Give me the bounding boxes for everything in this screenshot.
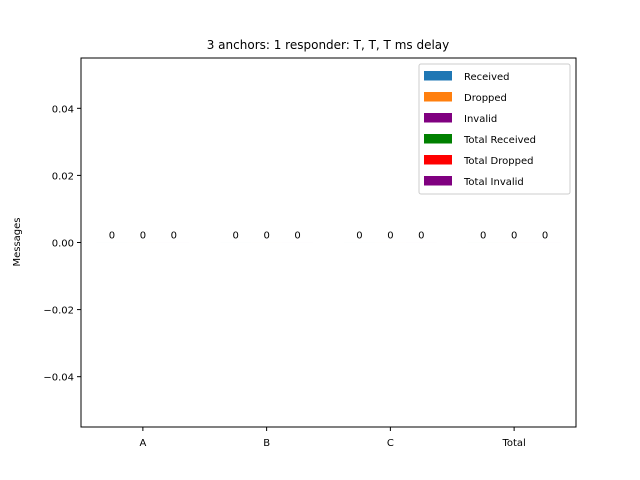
axes-frame bbox=[80, 57, 577, 428]
x-tick-label: B bbox=[263, 438, 270, 449]
y-tick-label: −0.02 bbox=[43, 306, 74, 317]
bar-value-label: 0 bbox=[263, 231, 269, 242]
bar-value-label: 0 bbox=[387, 231, 393, 242]
plot-area: −0.04 −0.02 0.00 0.02 0.04 A B C Total 0 0 0 0 0 0 0 0 0 0… bbox=[43, 57, 577, 449]
legend: Received Dropped Invalid Total Received Tota… bbox=[418, 63, 571, 195]
bar-value-label: 0 bbox=[511, 231, 517, 242]
bar-value-label: 0 bbox=[140, 231, 146, 242]
y-tick-label: 0.02 bbox=[52, 171, 74, 182]
x-tick-label: C bbox=[387, 438, 394, 449]
chart-title: 3 anchors: 1 responder: T, T, T ms delay bbox=[207, 38, 450, 52]
legend-swatch bbox=[424, 71, 452, 81]
y-tick-label: −0.04 bbox=[43, 373, 74, 384]
bar-value-label: 0 bbox=[356, 231, 362, 242]
bar-value-label: 0 bbox=[109, 231, 115, 242]
legend-box bbox=[418, 63, 571, 195]
legend-swatch bbox=[424, 113, 452, 123]
legend-label: Invalid bbox=[464, 114, 497, 125]
bar-value-label: 0 bbox=[542, 231, 548, 242]
legend-swatch bbox=[424, 134, 452, 144]
y-tick-label: 0.04 bbox=[52, 104, 74, 115]
legend-label: Received bbox=[464, 72, 510, 83]
legend-swatch bbox=[424, 176, 452, 186]
bar-value-label: 0 bbox=[294, 231, 300, 242]
bar-value-label: 0 bbox=[233, 231, 239, 242]
legend-swatch bbox=[424, 92, 452, 102]
y-tick-label: 0.00 bbox=[52, 239, 74, 250]
legend-label: Total Received bbox=[463, 135, 536, 146]
bar-value-label: 0 bbox=[418, 231, 424, 242]
x-tick-label: A bbox=[139, 438, 146, 449]
legend-label: Total Invalid bbox=[463, 177, 524, 188]
bar-value-label: 0 bbox=[480, 231, 486, 242]
legend-label: Dropped bbox=[464, 93, 507, 104]
x-tick-label: Total bbox=[501, 438, 525, 449]
y-axis-label: Messages bbox=[12, 217, 23, 266]
legend-label: Total Dropped bbox=[463, 156, 533, 167]
bar-value-label: 0 bbox=[171, 231, 177, 242]
legend-swatch bbox=[424, 155, 452, 165]
